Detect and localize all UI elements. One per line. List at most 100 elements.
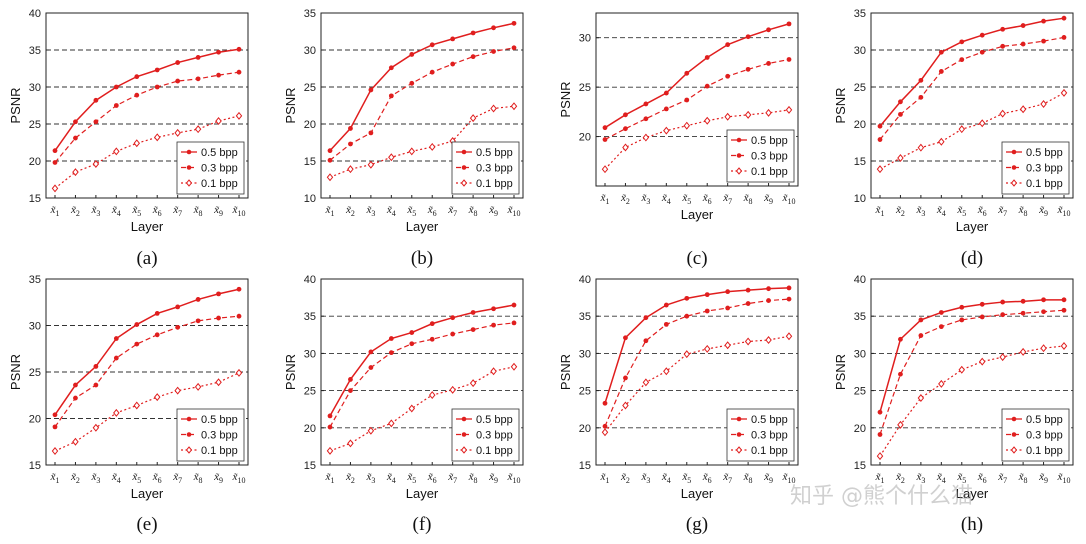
data-point (663, 90, 669, 96)
data-point (623, 126, 628, 132)
y-tick-label: 35 (304, 311, 316, 323)
x-tick-label: x̃2 (345, 204, 355, 218)
y-axis-label: PSNR (833, 354, 848, 390)
y-tick-label: 20 (304, 119, 316, 131)
panel-caption: (d) (961, 248, 983, 269)
y-tick-label: 30 (579, 33, 591, 45)
data-point (236, 313, 242, 319)
series-line-0.3-bpp (879, 309, 1065, 435)
data-point (326, 446, 334, 455)
legend-label: 0.3 bpp (751, 430, 788, 442)
series-line-0.3-bpp (604, 58, 790, 141)
x-tick-label: x̃9 (763, 471, 773, 485)
x-tick-label: x̃7 (997, 471, 1007, 485)
x-tick-label: x̃4 (661, 192, 671, 206)
data-point (1000, 299, 1006, 305)
y-tick-label: 30 (579, 348, 591, 360)
chart-panel-d: 10 15 20 25 30 35 x̃1 x̃2 x̃3 x̃4 x̃5 x̃6 x̃7 x̃8 x̃9 x… (833, 8, 1074, 269)
y-tick-label: 15 (854, 460, 866, 472)
plot-frame (320, 12, 524, 199)
data-point (52, 424, 58, 430)
panel-caption: (h) (961, 514, 983, 535)
y-tick-label: 15 (29, 193, 41, 205)
data-point (409, 341, 415, 347)
y-tick-label: 15 (579, 460, 591, 472)
legend-marker (1011, 432, 1017, 437)
data-point (622, 143, 629, 152)
data-point (388, 336, 394, 341)
data-point (766, 61, 771, 66)
data-point (663, 367, 670, 376)
x-tick-label: x̃1 (875, 471, 885, 485)
plot-frame (870, 278, 1074, 466)
data-point (388, 65, 394, 71)
y-axis-label: PSNR (558, 354, 573, 390)
data-point (1020, 41, 1026, 47)
data-point (744, 110, 752, 119)
data-point (683, 350, 691, 359)
x-axis-label: Layer (406, 219, 439, 234)
chart-panel-b: 10 15 20 25 30 35 x̃1 x̃2 x̃3 x̃4 x̃5 x̃6 x̃7 x̃8 x̃9 x… (283, 8, 524, 269)
plot-frame (45, 278, 249, 466)
data-point (663, 302, 669, 308)
x-tick-label: x̃7 (172, 204, 182, 218)
data-point (348, 141, 353, 147)
legend: 0.5 bpp 0.3 bpp 0.1 bpp (726, 129, 795, 183)
data-point (1020, 23, 1026, 28)
data-point (428, 142, 436, 151)
legend-label: 0.3 bpp (201, 430, 238, 442)
data-point (216, 291, 221, 297)
x-tick-label: x̃6 (427, 471, 437, 485)
y-tick-label: 15 (304, 460, 316, 472)
data-point (897, 154, 904, 163)
data-point (470, 327, 476, 332)
chart-panel-a: 15 20 25 30 35 40 x̃1 x̃2 x̃3 x̃4 x̃5 x̃6 x̃7 x̃8 x̃9 x… (8, 8, 249, 269)
data-point (367, 426, 375, 435)
x-axis-label: Layer (131, 486, 164, 501)
data-point (491, 306, 496, 312)
data-point (428, 391, 436, 400)
y-tick-label: 40 (29, 8, 41, 20)
series-line-0.5-bpp (329, 22, 515, 152)
data-point (745, 34, 751, 40)
data-point (876, 165, 884, 174)
data-point (1041, 309, 1046, 315)
legend-marker (460, 179, 468, 187)
legend: 0.5 bpp 0.3 bpp 0.1 bpp (176, 141, 245, 195)
data-point (642, 378, 650, 387)
data-point (236, 69, 242, 75)
data-point (429, 42, 435, 48)
data-point (703, 344, 711, 353)
x-tick-label: x̃6 (702, 471, 712, 485)
data-point (979, 49, 985, 55)
data-point (602, 400, 608, 406)
x-tick-label: x̃5 (406, 204, 416, 218)
data-point (724, 112, 731, 121)
x-tick-label: x̃2 (620, 192, 630, 206)
x-tick-label: x̃8 (1018, 204, 1028, 218)
data-point (938, 324, 944, 330)
data-point (1000, 26, 1006, 32)
data-point (450, 36, 456, 42)
x-tick-label: x̃9 (763, 192, 773, 206)
legend-label: 0.5 bpp (201, 414, 238, 426)
x-tick-label: x̃3 (365, 471, 375, 485)
y-tick-label: 25 (304, 386, 316, 398)
data-point (1041, 18, 1046, 24)
y-tick-label: 25 (579, 386, 591, 398)
legend-marker (736, 432, 742, 437)
data-point (938, 49, 944, 55)
data-point (766, 286, 771, 292)
data-point (938, 379, 945, 388)
data-point (409, 52, 415, 57)
y-tick-label: 35 (304, 8, 316, 20)
data-point (877, 432, 883, 437)
data-point (113, 355, 119, 361)
y-axis-label: PSNR (8, 354, 23, 390)
x-tick-label: x̃6 (977, 471, 987, 485)
data-point (897, 420, 904, 429)
data-point (175, 324, 181, 330)
data-point (327, 424, 333, 430)
data-point (643, 338, 649, 344)
data-point (1061, 307, 1067, 313)
